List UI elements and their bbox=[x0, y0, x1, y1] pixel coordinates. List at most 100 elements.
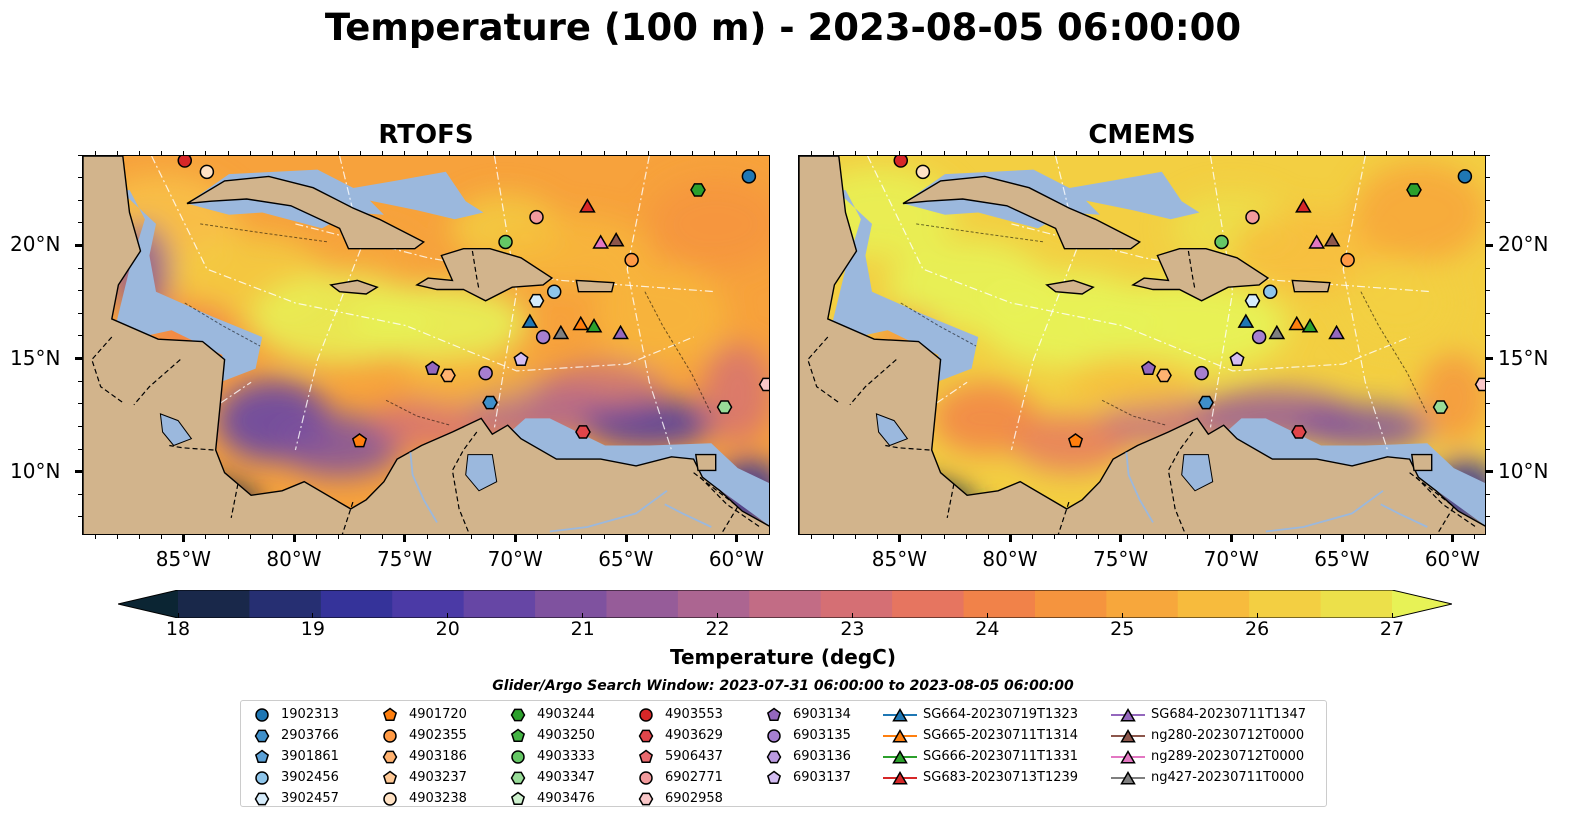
country-border bbox=[1415, 476, 1477, 528]
lat-tick bbox=[78, 493, 82, 495]
legend-marker-icon bbox=[883, 749, 917, 763]
lake bbox=[1181, 454, 1214, 492]
obs-marker-6902958 bbox=[758, 377, 769, 392]
legend-marker bbox=[639, 770, 653, 785]
colorbar-tick-label: 27 bbox=[1379, 618, 1405, 640]
lon-tick-top bbox=[921, 151, 923, 155]
legend-label: 3902457 bbox=[281, 791, 339, 806]
legend-marker-icon bbox=[255, 770, 269, 785]
obs-marker-6903134 bbox=[1140, 360, 1157, 376]
lon-tick-top bbox=[293, 151, 295, 155]
lat-tick-label: 20°N bbox=[1498, 232, 1549, 257]
obs-marker-4903629 bbox=[1291, 425, 1307, 439]
lon-tick bbox=[1385, 535, 1387, 539]
legend-label: SG683-20230713T1239 bbox=[923, 770, 1079, 785]
lon-tick bbox=[1008, 535, 1012, 542]
lat-tick bbox=[1486, 243, 1493, 247]
eez-boundary bbox=[1010, 156, 1079, 451]
obs-marker-3902456 bbox=[546, 284, 562, 299]
colorbar-bin bbox=[963, 590, 1036, 618]
legend-item: 6903136 bbox=[761, 746, 851, 767]
lat-tick-label: 15°N bbox=[10, 345, 61, 370]
colorbar-tick bbox=[312, 613, 314, 618]
lon-tick bbox=[292, 535, 296, 542]
lat-tick bbox=[75, 470, 82, 474]
lat-tick bbox=[78, 154, 82, 156]
lat-tick-label: 20°N bbox=[10, 232, 61, 257]
obs-marker-6903135 bbox=[535, 329, 551, 345]
colorbar-bin bbox=[749, 590, 822, 618]
legend-label: 4903347 bbox=[537, 770, 595, 785]
lat-tick bbox=[1486, 470, 1493, 474]
lon-tick-top bbox=[1208, 151, 1210, 155]
eez-boundary bbox=[1342, 156, 1389, 451]
legend-item: ng280-20230712T0000 bbox=[1111, 725, 1306, 746]
legend-label: 4903629 bbox=[665, 728, 723, 743]
obs-marker-SG664-20230719T1323 bbox=[521, 313, 539, 328]
country-border bbox=[230, 483, 239, 519]
colorbar-tick-label: 20 bbox=[435, 618, 460, 640]
lon-tick bbox=[1430, 535, 1432, 539]
lon-tick bbox=[492, 535, 494, 539]
lon-tick bbox=[1451, 535, 1455, 542]
colorbar-extend-high bbox=[1392, 590, 1452, 618]
legend-marker-icon bbox=[766, 707, 782, 721]
lon-tick bbox=[271, 535, 273, 539]
obs-marker-4903333 bbox=[498, 234, 513, 250]
bathymetry-contour bbox=[900, 302, 977, 347]
lon-tick bbox=[1474, 535, 1476, 539]
lon-tick-top bbox=[714, 151, 716, 155]
legend-column: 4903553 4903629 5906437 6902771 6902958 bbox=[633, 704, 723, 809]
eez-boundary bbox=[1209, 156, 1234, 428]
lat-tick bbox=[78, 267, 82, 269]
country-border bbox=[699, 476, 761, 528]
lon-tick-top bbox=[139, 151, 141, 155]
legend-item: 6902771 bbox=[633, 767, 723, 788]
map-svg-rtofs bbox=[83, 156, 769, 534]
eez-boundary bbox=[294, 156, 363, 451]
lon-tick-top bbox=[603, 151, 605, 155]
lon-tick-top bbox=[832, 151, 834, 155]
lon-tick bbox=[1230, 535, 1234, 542]
legend-item: SG665-20230711T1314 bbox=[883, 725, 1078, 746]
lat-tick bbox=[78, 516, 82, 518]
legend-marker bbox=[1120, 770, 1136, 784]
legend-marker bbox=[638, 792, 654, 805]
lon-tick bbox=[1253, 535, 1255, 539]
legend-marker-icon bbox=[766, 770, 782, 784]
legend-marker bbox=[766, 750, 782, 763]
obs-marker-6902958 bbox=[1474, 377, 1485, 392]
map-panel-cmems bbox=[798, 155, 1486, 535]
legend-marker bbox=[383, 791, 397, 806]
lon-tick bbox=[692, 535, 694, 539]
colorbar-bin bbox=[820, 590, 893, 618]
obs-marker-4901720 bbox=[351, 433, 368, 448]
lon-tick bbox=[855, 535, 857, 539]
lon-tick-top bbox=[382, 151, 384, 155]
lon-tick bbox=[810, 535, 812, 539]
lon-tick bbox=[338, 535, 340, 539]
colorbar-bin bbox=[1320, 590, 1393, 618]
lat-tick bbox=[1486, 290, 1490, 292]
land-puertoRico bbox=[575, 279, 615, 293]
lon-tick-label: 85°W bbox=[871, 547, 927, 571]
legend-marker-icon bbox=[383, 791, 397, 806]
legend: 1902313 2903766 3901861 3902456 3902457 49017… bbox=[240, 700, 1327, 807]
lat-tick bbox=[78, 335, 82, 337]
legend-marker-icon bbox=[1111, 707, 1145, 721]
lon-tick-top bbox=[965, 151, 967, 155]
lon-tick bbox=[758, 535, 760, 539]
legend-item: SG666-20230711T1331 bbox=[883, 746, 1078, 767]
lon-tick bbox=[1031, 535, 1033, 539]
obs-marker-ng289-20230712T0000 bbox=[592, 234, 609, 249]
colorbar-bin bbox=[535, 590, 608, 618]
lon-tick bbox=[1164, 535, 1166, 539]
obs-marker-SG683-20230713T1239 bbox=[1295, 198, 1312, 213]
lon-tick bbox=[94, 535, 96, 539]
colorbar-label: Temperature (degC) bbox=[670, 645, 896, 669]
lon-tick bbox=[139, 535, 141, 539]
lon-tick-top bbox=[1275, 151, 1277, 155]
lon-tick-label: 70°W bbox=[487, 547, 543, 571]
bathymetry-contour bbox=[385, 399, 451, 426]
obs-marker-4903333 bbox=[1214, 234, 1229, 250]
